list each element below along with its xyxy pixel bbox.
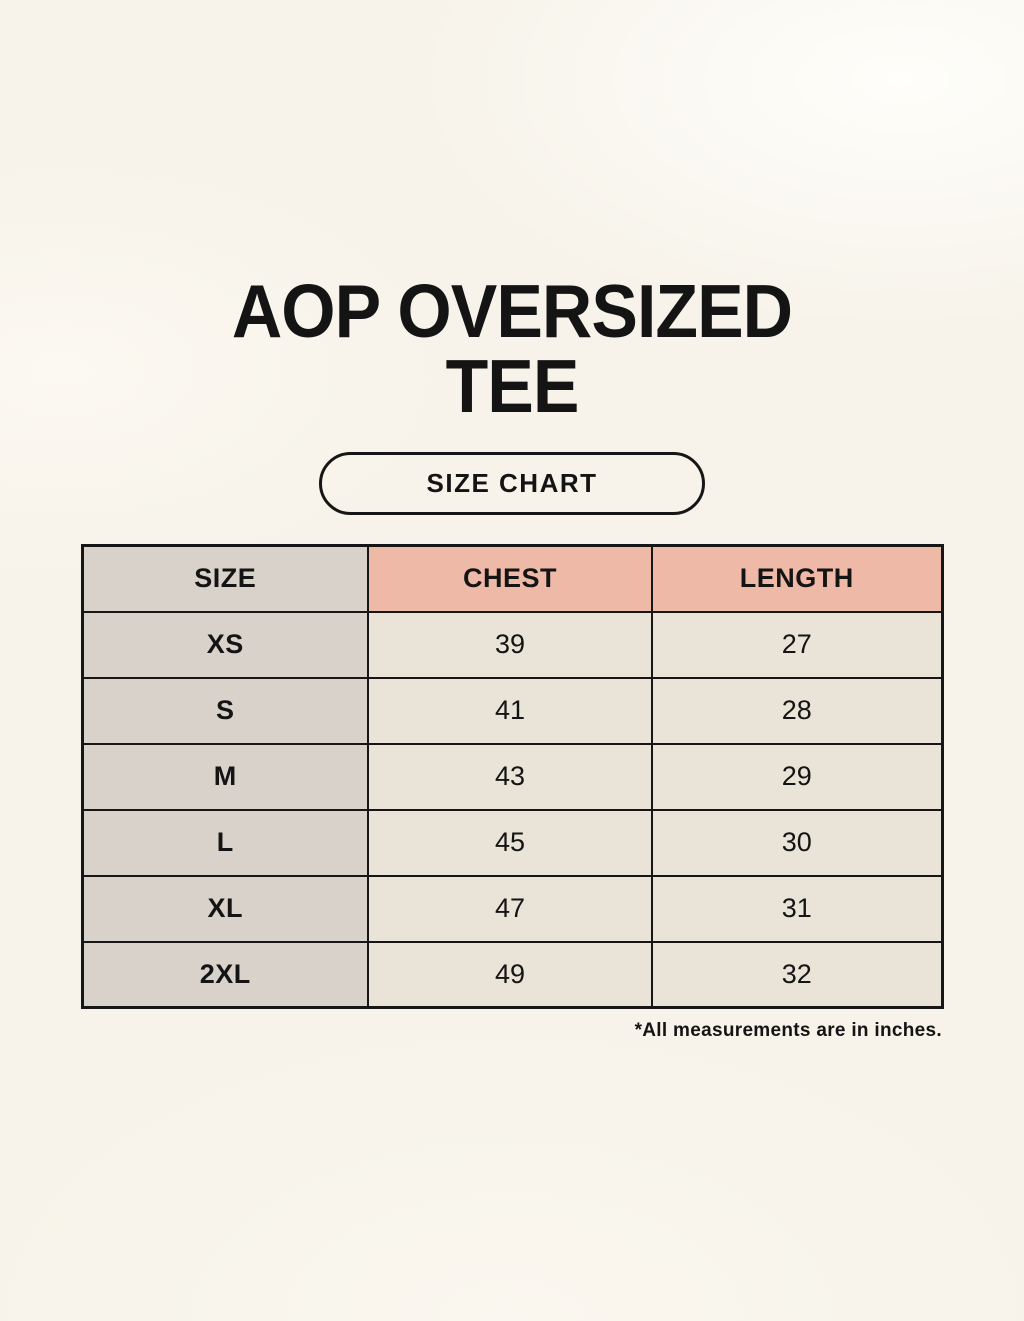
chest-value: 45: [367, 808, 653, 877]
column-header-size: SIZE: [81, 544, 369, 613]
column-header-chest: CHEST: [367, 544, 653, 613]
length-value: 30: [651, 808, 943, 877]
product-title: AOP OVERSIZED TEE: [231, 269, 793, 428]
table-row: L 45 30: [81, 808, 943, 877]
length-value: 32: [651, 940, 943, 1009]
table-row: S 41 28: [81, 676, 943, 745]
table-row: XS 39 27: [81, 610, 943, 679]
table-header-row: SIZE CHEST LENGTH: [81, 544, 943, 613]
chest-value: 49: [367, 940, 653, 1009]
chest-value: 47: [367, 874, 653, 943]
length-value: 29: [651, 742, 943, 811]
size-label: 2XL: [81, 940, 369, 1009]
footnote-container: *All measurements are in inches.: [82, 1020, 942, 1042]
column-header-length: LENGTH: [651, 544, 943, 613]
length-value: 27: [651, 610, 943, 679]
chest-value: 41: [367, 676, 653, 745]
table-row: 2XL 49 32: [81, 940, 943, 1009]
size-label: XS: [81, 610, 369, 679]
size-label: L: [81, 808, 369, 877]
length-value: 31: [651, 874, 943, 943]
size-label: S: [81, 676, 369, 745]
table-row: XL 47 31: [81, 874, 943, 943]
chest-value: 43: [367, 742, 653, 811]
table-row: M 43 29: [81, 742, 943, 811]
size-chart-button-label: SIZE CHART: [426, 468, 598, 498]
size-chart-button[interactable]: SIZE CHART: [319, 452, 705, 515]
chest-value: 39: [367, 610, 653, 679]
size-label: M: [81, 742, 369, 811]
size-label: XL: [81, 874, 369, 943]
measurements-footnote: *All measurements are in inches.: [634, 1020, 942, 1041]
length-value: 28: [651, 676, 943, 745]
size-chart-table: SIZE CHEST LENGTH XS 39 27 S 41 28 M 43 …: [80, 544, 944, 1009]
